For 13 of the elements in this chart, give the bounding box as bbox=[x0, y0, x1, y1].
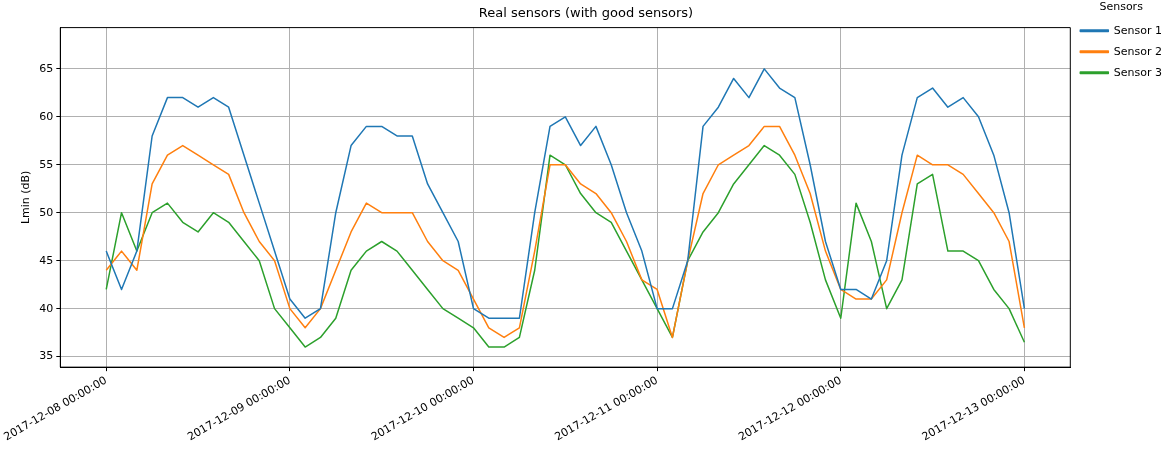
legend-label: Sensor 2 bbox=[1113, 44, 1162, 58]
y-tick-label: 50 bbox=[39, 205, 54, 219]
y-tick-label: 40 bbox=[39, 301, 54, 315]
y-tick-label: 65 bbox=[39, 61, 54, 75]
y-tick-label: 60 bbox=[39, 109, 54, 123]
y-tick-label: 55 bbox=[39, 157, 54, 171]
chart-title: Real sensors (with good sensors) bbox=[478, 5, 694, 21]
y-axis-title: Lmin (dB) bbox=[18, 170, 32, 225]
legend-label: Sensor 1 bbox=[1113, 23, 1162, 37]
legend-label: Sensor 3 bbox=[1113, 65, 1162, 79]
y-tick-label: 35 bbox=[39, 349, 54, 363]
y-tick-label: 45 bbox=[39, 253, 54, 267]
legend-title: Sensors bbox=[1099, 0, 1144, 14]
